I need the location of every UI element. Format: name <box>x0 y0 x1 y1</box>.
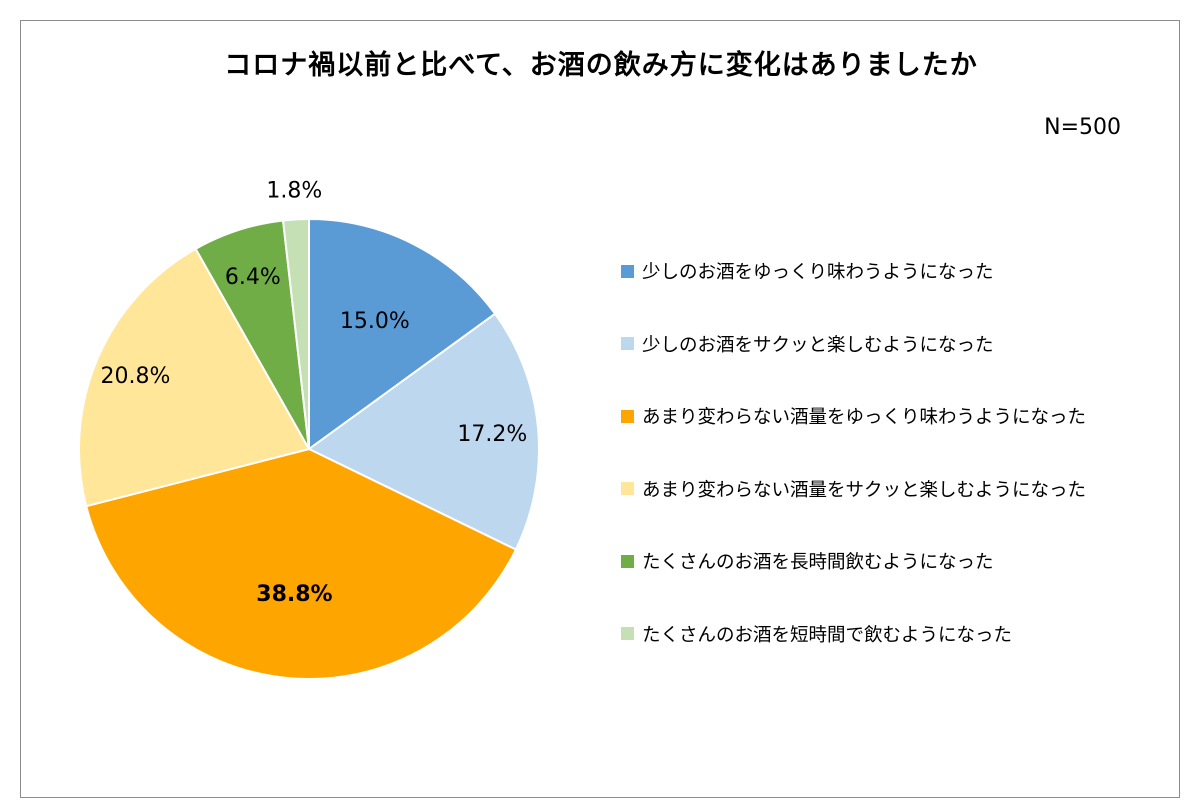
legend-item: 少しのお酒をサクッと楽しむようになった <box>621 326 1161 362</box>
legend-swatch <box>621 554 634 568</box>
legend-item: たくさんのお酒を長時間飲むようになった <box>621 543 1161 579</box>
pie-slice <box>308 217 497 451</box>
data-label: 38.8% <box>256 582 332 607</box>
pie-chart: 15.0% 17.2% 38.8% 20.8% 6.4% 1.8% <box>78 179 540 680</box>
pie-slice <box>281 217 310 450</box>
legend-item: たくさんのお酒を短時間で飲むようになった <box>621 616 1161 652</box>
chart-title: コロナ禍以前と比べて、お酒の飲み方に変化はありましたか <box>224 50 978 81</box>
legend-label: あまり変わらない酒量をサクッと楽しむようになった <box>642 479 1087 501</box>
pie-slice <box>85 447 518 680</box>
legend-item: あまり変わらない酒量をゆっくり味わうようになった <box>621 398 1161 434</box>
legend-swatch <box>621 482 634 496</box>
data-label: 6.4% <box>225 265 281 290</box>
legend-item: あまり変わらない酒量をサクッと楽しむようになった <box>621 471 1161 507</box>
legend-item: 少しのお酒をゆっくり味わうようになった <box>621 253 1161 289</box>
legend-swatch <box>621 627 634 641</box>
data-label: 1.8% <box>266 179 322 204</box>
legend-label: あまり変わらない酒量をゆっくり味わうようになった <box>642 407 1087 429</box>
legend-label: たくさんのお酒を短時間で飲むようになった <box>642 624 1013 646</box>
legend-swatch <box>621 264 634 278</box>
legend-label: 少しのお酒をサクッと楽しむようになった <box>642 334 994 356</box>
sample-size-label: N=500 <box>1044 115 1121 140</box>
data-label: 15.0% <box>340 309 410 334</box>
legend-label: たくさんのお酒を長時間飲むようになった <box>642 552 994 574</box>
chart-frame: コロナ禍以前と比べて、お酒の飲み方に変化はありましたか N=500 15.0% 1… <box>20 20 1180 798</box>
legend-swatch <box>621 409 634 423</box>
pie-slice <box>307 312 540 551</box>
legend-swatch <box>621 337 634 351</box>
legend: 少しのお酒をゆっくり味わうようになった 少しのお酒をサクッと楽しむようになったあま… <box>621 253 1161 689</box>
legend-label: 少しのお酒をゆっくり味わうようになった <box>642 262 994 283</box>
pie-slice <box>78 247 311 508</box>
data-label: 20.8% <box>100 364 170 389</box>
data-label: 17.2% <box>457 422 527 447</box>
